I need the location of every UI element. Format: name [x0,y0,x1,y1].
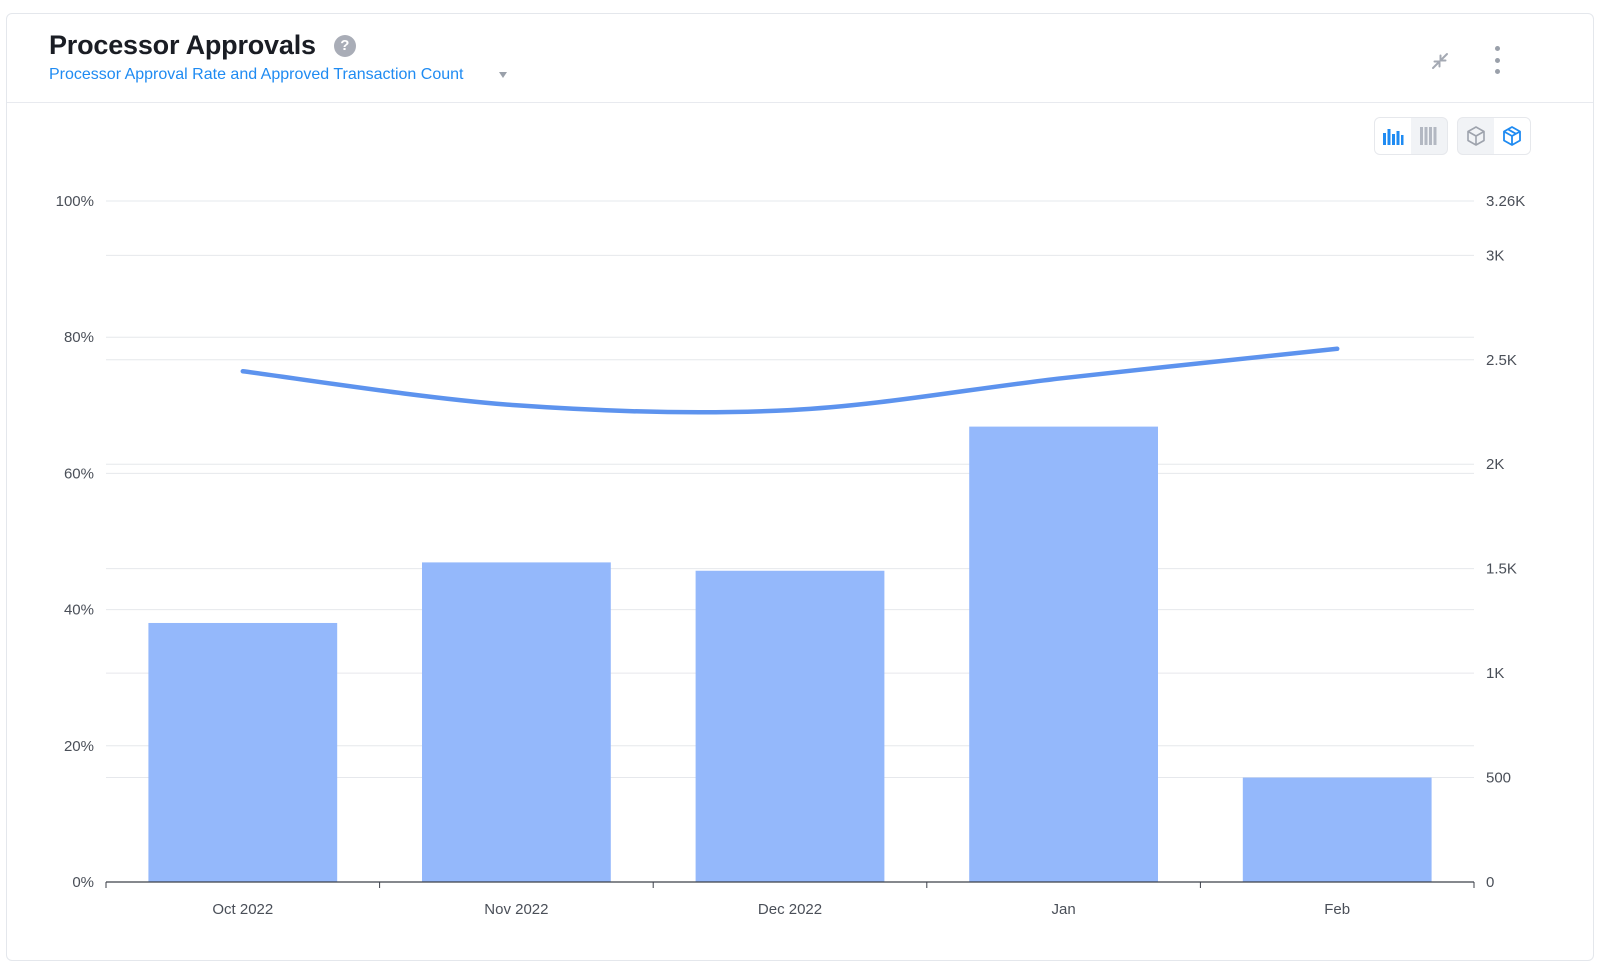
bar [695,570,885,882]
y-right-tick-label: 3K [1486,247,1504,264]
y-left-tick-label: 40% [64,602,94,619]
x-tick-label: Oct 2022 [212,901,273,918]
grouped-bar-chart-icon[interactable] [1375,118,1411,154]
y-right-tick-label: 1.5K [1486,561,1517,578]
bar [969,426,1158,882]
y-right-tick-label: 3.26K [1486,193,1525,210]
y-left-tick-label: 20% [64,738,94,755]
x-tick-label: Feb [1324,901,1350,918]
collapse-arrows-icon[interactable] [1425,46,1455,76]
chart-type-toggle [1374,117,1448,155]
y-right-tick-label: 500 [1486,770,1511,787]
title-row: Processor Approvals ? [49,30,356,61]
cube-outline-icon[interactable] [1458,118,1494,154]
y-right-tick-label: 1K [1486,665,1504,682]
card-title: Processor Approvals [49,30,316,60]
y-left-tick-label: 80% [64,329,94,346]
x-tick-label: Dec 2022 [758,901,822,918]
y-left-tick-label: 60% [64,465,94,482]
metric-selector[interactable]: Processor Approval Rate and Approved Tra… [49,66,508,84]
view-mode-toggle [1457,117,1531,155]
caret-down-icon[interactable] [499,72,508,78]
y-left-tick-label: 100% [56,193,94,210]
y-left-tick-label: 0% [72,874,94,891]
metric-selector-label[interactable]: Processor Approval Rate and Approved Tra… [49,66,464,83]
x-tick-label: Jan [1052,901,1076,918]
bar [422,562,611,882]
approval-rate-line [240,346,1340,415]
x-tick-label: Nov 2022 [484,901,548,918]
y-right-tick-label: 2K [1486,456,1504,473]
y-right-tick-label: 0 [1486,874,1494,891]
bar [148,622,338,882]
cube-3d-icon[interactable] [1494,118,1530,154]
y-right-tick-label: 2.5K [1486,352,1517,369]
stacked-bar-chart-icon[interactable] [1411,118,1447,154]
vertical-ellipsis-icon[interactable] [1487,44,1507,76]
card-header: Processor Approvals ? Processor Approval… [7,14,1593,103]
bar [1242,777,1432,882]
question-circle-icon[interactable]: ? [333,34,356,57]
